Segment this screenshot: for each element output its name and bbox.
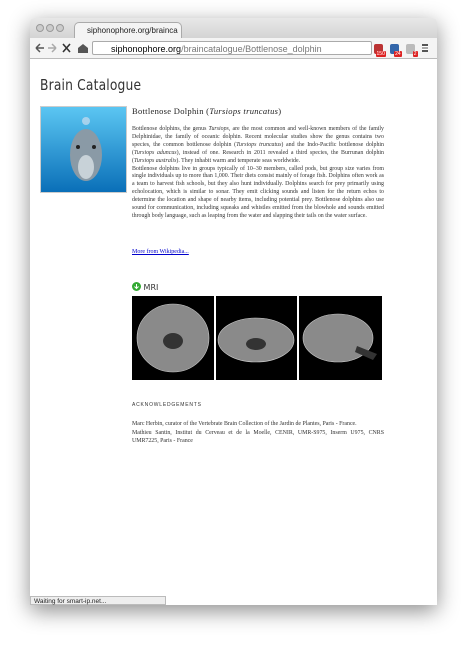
italic-text: Tursiops australis	[133, 157, 177, 164]
ack-title: ACKNOWLEDGEMENTS	[132, 402, 202, 408]
status-bar: Waiting for smart-ip.net...	[30, 596, 166, 605]
mri-label: MRI	[132, 282, 158, 292]
text: ). They inhabit warm and temperate seas …	[176, 157, 301, 164]
italic-text: Tursiops truncatus	[236, 141, 282, 148]
text: Bottlenose Dolphin (	[132, 106, 210, 116]
acknowledgements: Marc Herbin, curator of the Vertebrate B…	[132, 420, 384, 446]
ack-line: Mathieu Santin, Institut du Cerveau et d…	[132, 429, 384, 445]
description: Bottlenose dolphins, the genus Tursiops,…	[132, 126, 384, 221]
dolphin-image	[40, 106, 127, 193]
mri-images[interactable]	[132, 296, 382, 380]
badge: 150	[375, 51, 386, 57]
text: ), instead of one. Research in 2011 reve…	[132, 149, 384, 164]
extension[interactable]: 150	[374, 44, 386, 57]
download-icon[interactable]	[132, 282, 141, 291]
badge: 2	[412, 51, 418, 57]
window-controls[interactable]	[36, 23, 66, 33]
italic-text: Tursiops	[208, 126, 229, 132]
nav-buttons[interactable]	[34, 42, 90, 54]
paragraph: Bottlenose dolphins, the genus Tursiops,…	[132, 126, 384, 166]
extension[interactable]: 24	[389, 44, 402, 57]
heading: Bottlenose Dolphin (Tursiops truncatus)	[132, 106, 281, 116]
address-bar[interactable]: siphonophore.org/braincatalogue/Bottleno…	[92, 41, 372, 55]
wikipedia-link[interactable]: More from Wikipedia...	[132, 249, 189, 255]
url-host: siphonophore.org	[111, 44, 182, 54]
toolbar: siphonophore.org/braincatalogue/Bottleno…	[30, 38, 437, 59]
browser-window: siphonophore.org/brainca siphonophore.or…	[30, 18, 437, 605]
italic-text: Tursiops aduncus	[133, 149, 177, 156]
extensions: 150 24 2	[374, 44, 429, 57]
text: ) and the Indo-Pacific bottlenose dolphi…	[132, 141, 384, 156]
mri-text: MRI	[143, 283, 159, 292]
badge: 24	[394, 51, 402, 57]
extension[interactable]: 2	[405, 44, 418, 57]
text: )	[278, 106, 282, 116]
text: Bottlenose dolphins live in groups typic…	[132, 165, 384, 219]
text: Bottlenose dolphins, the genus	[132, 126, 209, 132]
site-title[interactable]: Brain Catalogue	[40, 76, 142, 94]
tab-bar: siphonophore.org/brainca	[30, 18, 437, 38]
tab[interactable]: siphonophore.org/brainca	[74, 22, 182, 38]
paragraph: Bottlenose dolphins live in groups typic…	[132, 166, 384, 221]
menu-button[interactable]	[421, 44, 429, 52]
url-path: /braincatalogue/Bottlenose_dolphin	[181, 44, 322, 54]
italic-text: Tursiops truncatus	[209, 106, 279, 116]
text: , are the most common and well-known mem…	[132, 126, 384, 148]
ack-line: Marc Herbin, curator of the Vertebrate B…	[132, 421, 357, 427]
